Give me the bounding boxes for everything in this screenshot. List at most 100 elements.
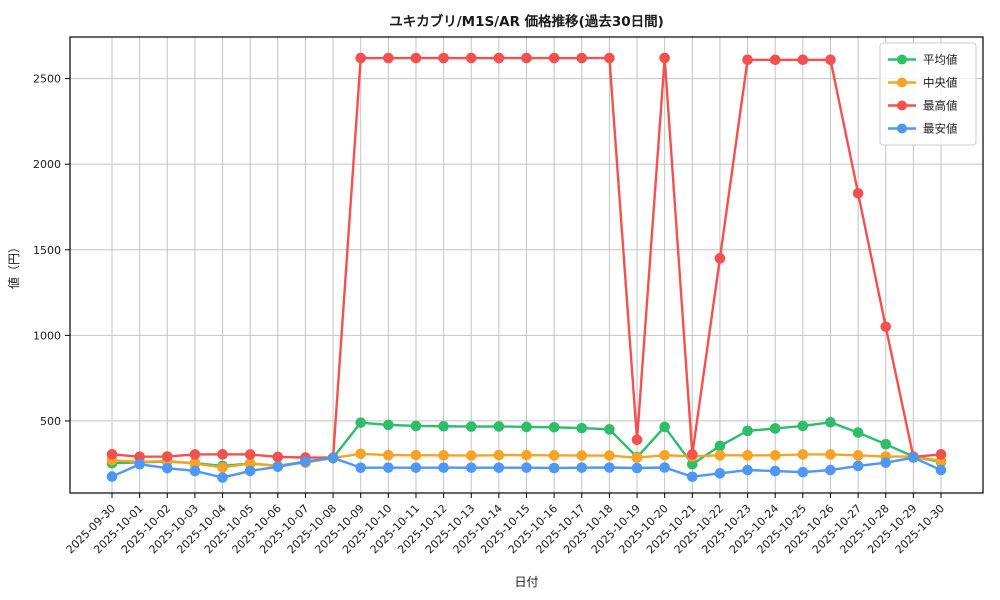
data-point-median xyxy=(465,450,477,461)
data-point-max xyxy=(797,54,809,66)
data-point-min xyxy=(410,462,422,473)
data-point-max xyxy=(272,451,284,463)
data-point-median xyxy=(217,462,228,473)
legend-label-average: 平均値 xyxy=(923,53,958,67)
data-point-max xyxy=(438,52,449,64)
data-point-median xyxy=(742,450,753,461)
legend-marker-median xyxy=(897,77,907,88)
data-point-average xyxy=(438,420,449,432)
legend-marker-min xyxy=(897,123,907,134)
data-point-max xyxy=(355,52,367,64)
data-point-min xyxy=(631,462,643,474)
legend-label-min: 最安値 xyxy=(923,122,958,136)
data-point-max xyxy=(631,434,643,446)
data-point-average xyxy=(687,458,698,470)
data-point-min xyxy=(825,464,836,476)
data-point-min xyxy=(355,462,367,473)
data-point-median xyxy=(493,449,505,461)
data-point-min xyxy=(493,462,505,473)
legend-item-max: 最高値 xyxy=(888,99,958,113)
data-point-min xyxy=(769,465,781,477)
data-point-max xyxy=(852,187,864,199)
legend-marker-max xyxy=(897,100,907,111)
gridlines xyxy=(70,37,983,493)
data-point-median xyxy=(797,449,809,460)
data-point-min xyxy=(383,462,394,473)
data-point-average xyxy=(797,420,809,432)
series-max xyxy=(106,52,947,463)
data-point-average xyxy=(714,440,726,452)
data-point-average xyxy=(659,421,670,433)
data-point-min xyxy=(134,458,145,470)
data-point-max xyxy=(465,52,477,64)
data-point-min xyxy=(438,462,449,473)
y-tick-label: 1500 xyxy=(33,244,61,257)
data-point-max xyxy=(161,451,173,462)
data-point-average xyxy=(604,424,615,435)
data-point-median xyxy=(769,450,781,461)
data-point-max xyxy=(244,449,256,460)
data-point-min xyxy=(161,462,173,474)
data-point-median xyxy=(631,452,643,464)
data-point-max xyxy=(106,449,118,460)
data-point-median xyxy=(604,450,615,461)
data-point-min xyxy=(548,462,560,474)
data-point-average xyxy=(383,419,394,431)
data-point-max xyxy=(134,451,145,463)
data-point-min xyxy=(908,452,919,463)
data-point-min xyxy=(465,462,477,473)
data-point-min xyxy=(106,471,118,482)
data-point-median xyxy=(438,450,449,461)
data-point-min xyxy=(272,461,284,473)
y-tick-label: 500 xyxy=(40,415,61,428)
data-point-max xyxy=(880,321,892,333)
data-point-min xyxy=(300,456,311,467)
data-point-median xyxy=(659,449,670,461)
data-point-min xyxy=(327,452,339,464)
data-point-average xyxy=(493,421,505,432)
data-point-min xyxy=(935,464,947,476)
data-point-average xyxy=(880,438,892,450)
data-point-max xyxy=(548,52,560,64)
legend-item-average: 平均値 xyxy=(888,53,958,67)
data-point-min xyxy=(659,462,670,473)
data-point-max xyxy=(714,253,726,264)
legend-marker-average xyxy=(897,54,907,65)
series-min xyxy=(106,452,947,483)
x-axis-label: 日付 xyxy=(514,575,538,589)
data-point-average xyxy=(742,425,753,437)
data-point-median xyxy=(383,449,394,461)
data-point-min xyxy=(687,471,698,483)
data-point-average xyxy=(769,423,781,434)
data-point-min xyxy=(521,462,532,473)
data-point-min xyxy=(604,462,615,473)
data-point-max xyxy=(687,449,698,460)
data-point-max xyxy=(521,52,532,64)
data-point-max xyxy=(742,54,753,66)
data-point-median xyxy=(548,450,560,461)
legend-box xyxy=(879,42,977,146)
data-point-median xyxy=(244,458,256,469)
data-point-min xyxy=(742,464,753,476)
data-point-max xyxy=(769,54,781,66)
data-point-median xyxy=(852,450,864,461)
data-point-min xyxy=(797,466,809,478)
data-point-average xyxy=(548,421,560,433)
data-point-median xyxy=(576,450,588,461)
data-point-max xyxy=(189,449,201,460)
data-point-average xyxy=(355,417,367,428)
legend-item-min: 最安値 xyxy=(888,122,958,136)
data-point-max xyxy=(825,54,836,66)
legend-label-median: 中央値 xyxy=(923,76,958,90)
data-point-average xyxy=(825,417,836,428)
legend-item-median: 中央値 xyxy=(888,76,958,90)
plot-border xyxy=(69,36,984,494)
legend-label-max: 最高値 xyxy=(923,99,958,113)
data-point-average xyxy=(852,427,864,438)
y-axis-label: 値（円） xyxy=(6,241,21,289)
data-point-min xyxy=(576,462,588,473)
